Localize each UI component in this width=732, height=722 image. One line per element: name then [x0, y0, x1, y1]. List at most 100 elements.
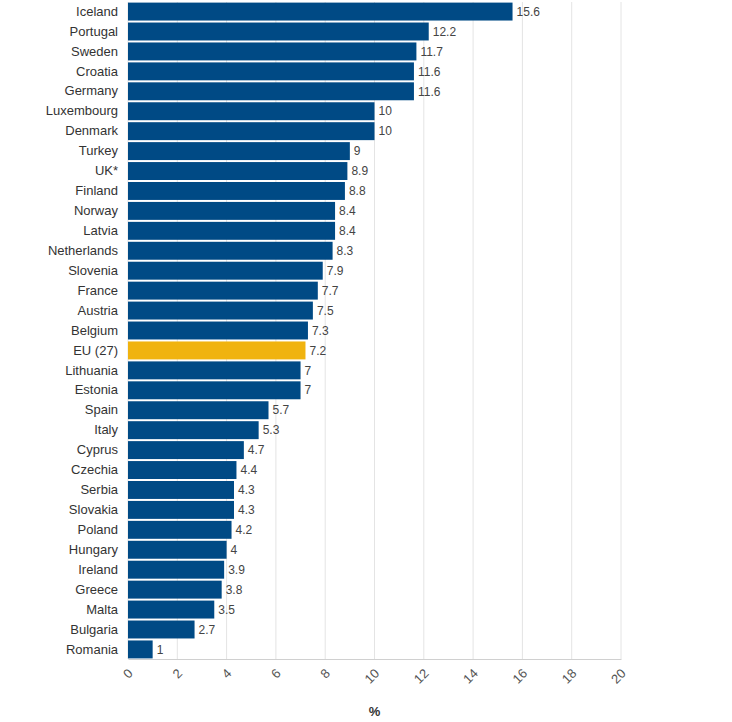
bar: [128, 182, 345, 200]
bar: [128, 481, 234, 499]
bar: [128, 302, 313, 320]
category-label: Slovenia: [68, 263, 119, 278]
bar: [128, 162, 347, 180]
y-tick: Slovakia: [69, 502, 128, 517]
category-label: Estonia: [75, 382, 119, 397]
category-label: Germany: [65, 83, 119, 98]
data-label: 7.9: [327, 264, 344, 278]
bar: [128, 421, 259, 439]
y-tick: Iceland: [76, 4, 128, 19]
y-tick: Netherlands: [48, 243, 128, 258]
x-tick-label: 16: [509, 666, 530, 687]
category-label: France: [78, 283, 118, 298]
data-label: 5.7: [273, 403, 290, 417]
bars: [128, 3, 513, 659]
category-label: Sweden: [71, 44, 118, 59]
y-tick: Norway: [74, 203, 128, 218]
data-label: 3.5: [218, 603, 235, 617]
y-tick: Germany: [65, 83, 128, 98]
x-tick-label: 12: [411, 666, 432, 687]
bar: [128, 501, 234, 519]
y-tick: Austria: [78, 303, 128, 318]
bar: [128, 242, 333, 260]
x-tick: 2: [169, 659, 185, 681]
bar: [128, 441, 244, 459]
grid-line: [571, 2, 572, 659]
y-tick: Malta: [86, 602, 128, 617]
data-label: 8.9: [351, 164, 368, 178]
category-label: Belgium: [71, 323, 118, 338]
bar: [128, 282, 318, 300]
y-tick: Italy: [94, 422, 128, 437]
data-label: 3.9: [228, 563, 245, 577]
bar: [128, 202, 335, 220]
y-tick: Latvia: [83, 223, 128, 238]
data-label: 4: [231, 543, 238, 557]
data-label: 4.2: [236, 523, 253, 537]
y-tick: Turkey: [79, 143, 128, 158]
category-label: Spain: [85, 402, 118, 417]
bar: [128, 461, 236, 479]
y-tick: Ireland: [78, 562, 128, 577]
category-label: Finland: [75, 183, 118, 198]
bar: [128, 102, 375, 120]
category-label: Romania: [66, 642, 119, 657]
category-label: UK*: [95, 163, 118, 178]
data-label: 1: [157, 643, 164, 657]
bar: [128, 3, 513, 21]
x-tick-label: 4: [219, 666, 235, 682]
x-tick: 20: [608, 659, 629, 687]
data-label: 7.2: [309, 344, 326, 358]
data-label: 11.6: [418, 85, 441, 99]
category-label: Norway: [74, 203, 119, 218]
x-tick-label: 6: [268, 666, 284, 682]
grid-line: [423, 2, 424, 659]
bar: [128, 222, 335, 240]
bar: [128, 541, 227, 559]
category-label: Netherlands: [48, 243, 119, 258]
bar: [128, 401, 269, 419]
bar: [128, 341, 305, 359]
data-label: 8.4: [339, 224, 356, 238]
data-label: 12.2: [433, 25, 457, 39]
bar: [128, 521, 232, 539]
x-tick: 12: [411, 659, 432, 687]
data-label: 11.6: [418, 65, 441, 79]
data-labels: 15.612.211.711.611.6101098.98.88.48.48.3…: [157, 5, 541, 657]
x-tick: 16: [509, 659, 530, 687]
x-tick-label: 10: [362, 666, 383, 687]
data-label: 8.3: [337, 244, 354, 258]
category-label: Hungary: [69, 542, 119, 557]
data-label: 7: [305, 383, 312, 397]
category-label: Slovakia: [69, 502, 119, 517]
x-tick: 14: [460, 659, 481, 687]
category-label: Ireland: [78, 562, 118, 577]
y-tick: UK*: [95, 163, 128, 178]
plot: 15.612.211.711.611.6101098.98.88.48.48.3…: [46, 2, 629, 687]
data-label: 3.8: [226, 583, 243, 597]
data-label: 4.4: [240, 463, 257, 477]
bar: [128, 601, 214, 619]
category-label: Luxembourg: [46, 103, 118, 118]
bar: [128, 82, 414, 100]
x-tick-label: 2: [169, 666, 185, 682]
category-label: Poland: [78, 522, 118, 537]
bar: [128, 23, 429, 41]
y-tick: Romania: [66, 642, 128, 657]
data-label: 8.8: [349, 184, 366, 198]
bar: [128, 361, 301, 379]
data-label: 10: [379, 124, 393, 138]
x-tick-label: 8: [317, 666, 333, 682]
category-label: Latvia: [83, 223, 118, 238]
category-label: Italy: [94, 422, 118, 437]
bar: [128, 122, 375, 140]
data-label: 15.6: [517, 5, 541, 19]
y-tick: Hungary: [69, 542, 128, 557]
y-tick: Croatia: [76, 64, 128, 79]
x-tick-label: 14: [460, 666, 481, 687]
data-label: 7: [305, 364, 312, 378]
bar: [128, 262, 323, 280]
category-label: Croatia: [76, 64, 119, 79]
data-label: 7.3: [312, 324, 329, 338]
x-tick: 10: [362, 659, 383, 687]
